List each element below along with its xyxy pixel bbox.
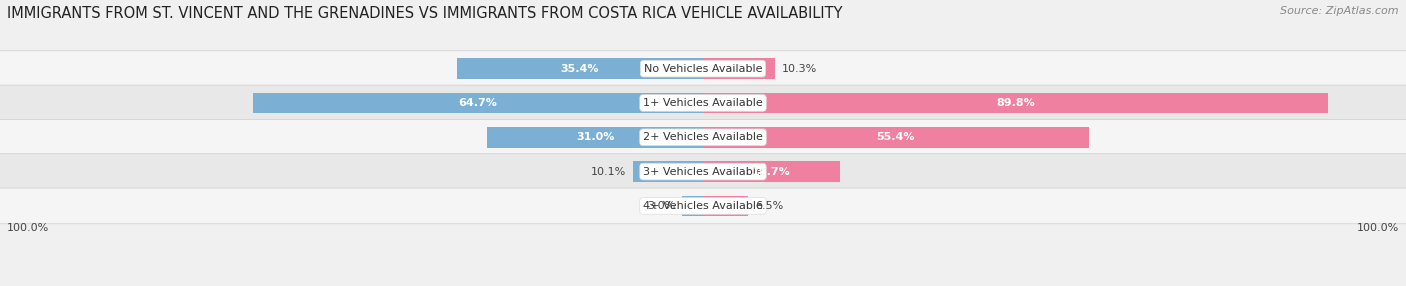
Bar (703, 93, 1329, 113)
Bar (488, 127, 703, 148)
FancyBboxPatch shape (0, 85, 1406, 121)
FancyBboxPatch shape (0, 154, 1406, 189)
Text: 3+ Vehicles Available: 3+ Vehicles Available (643, 167, 763, 176)
Text: 1+ Vehicles Available: 1+ Vehicles Available (643, 98, 763, 108)
Bar (633, 161, 703, 182)
Bar (457, 58, 703, 79)
FancyBboxPatch shape (0, 188, 1406, 224)
Text: 2+ Vehicles Available: 2+ Vehicles Available (643, 132, 763, 142)
Text: 6.5%: 6.5% (755, 201, 783, 211)
FancyBboxPatch shape (0, 51, 1406, 86)
Bar (703, 58, 775, 79)
Bar (703, 161, 841, 182)
Bar (703, 196, 748, 216)
Bar (253, 93, 703, 113)
Text: 3.0%: 3.0% (647, 201, 675, 211)
Text: 35.4%: 35.4% (561, 64, 599, 74)
Text: 4+ Vehicles Available: 4+ Vehicles Available (643, 201, 763, 211)
Text: 31.0%: 31.0% (576, 132, 614, 142)
Text: Source: ZipAtlas.com: Source: ZipAtlas.com (1281, 6, 1399, 16)
Text: 10.1%: 10.1% (591, 167, 626, 176)
FancyBboxPatch shape (0, 120, 1406, 155)
Text: No Vehicles Available: No Vehicles Available (644, 64, 762, 74)
Text: 100.0%: 100.0% (7, 223, 49, 233)
Text: 19.7%: 19.7% (752, 167, 792, 176)
Bar (703, 127, 1088, 148)
Text: 89.8%: 89.8% (995, 98, 1035, 108)
Text: 55.4%: 55.4% (876, 132, 915, 142)
Text: 64.7%: 64.7% (458, 98, 498, 108)
Bar (682, 196, 703, 216)
Text: 100.0%: 100.0% (1357, 223, 1399, 233)
Text: IMMIGRANTS FROM ST. VINCENT AND THE GRENADINES VS IMMIGRANTS FROM COSTA RICA VEH: IMMIGRANTS FROM ST. VINCENT AND THE GREN… (7, 6, 842, 21)
Text: 10.3%: 10.3% (782, 64, 817, 74)
